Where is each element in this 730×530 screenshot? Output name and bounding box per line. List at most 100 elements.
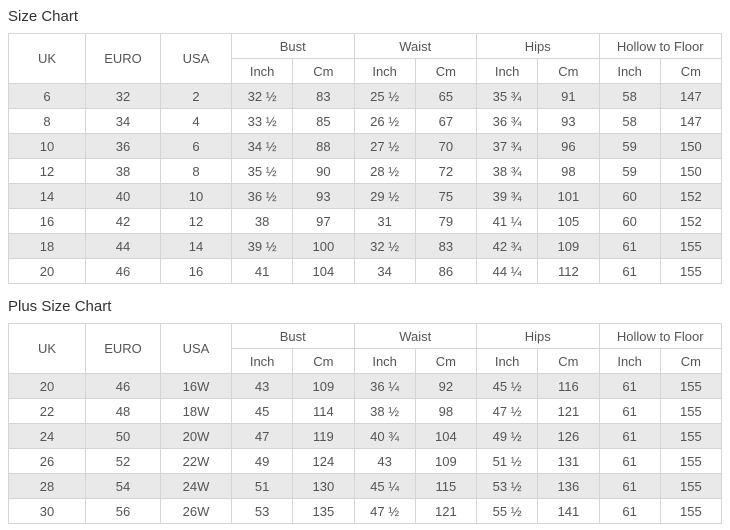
table-cell: 61 [598,258,661,284]
unit-header-inch: Inch [230,348,294,374]
table-cell: 152 [659,183,723,209]
unit-header-inch: Inch [353,58,416,84]
table-cell: 115 [414,473,478,499]
table-cell: 88 [292,133,355,159]
unit-header-row: Inch Cm Inch Cm Inch Cm Inch Cm [9,58,723,84]
table-cell: 92 [414,373,478,399]
table-cell: 16 [8,208,86,234]
table-cell: 39 ½ [230,233,294,259]
table-cell: 136 [537,473,600,499]
table-cell: 155 [659,233,723,259]
table-cell: 47 ½ [475,398,539,424]
table-cell: 6 [8,83,86,109]
unit-header-inch: Inch [598,58,661,84]
table-cell: 152 [659,208,723,234]
table-cell: 45 ½ [475,373,539,399]
table-cell: 155 [659,373,723,399]
group-header-row: UK EURO USA Bust Waist Hips Hollow to Floor [8,33,722,84]
table-cell: 79 [414,208,478,234]
size-chart-table: UK EURO USA Bust Waist Hips Hollow to Floor Inc… [8,33,723,284]
table-cell: 16W [160,373,232,399]
table-cell: 25 ½ [353,83,416,109]
table-cell: 12 [160,208,232,234]
table-cell: 41 ¼ [475,208,539,234]
table-cell: 147 [659,108,723,134]
table-cell: 58 [598,108,661,134]
column-header-bust: Bust [231,33,355,59]
table-cell: 18W [160,398,232,424]
table-cell: 44 ¼ [475,258,539,284]
table-cell: 90 [292,158,355,184]
table-cell: 28 [8,473,86,499]
column-header-usa: USA [160,33,232,84]
table-cell: 104 [292,258,355,284]
table-cell: 65 [414,83,478,109]
table-cell: 114 [292,398,355,424]
table-cell: 105 [537,208,600,234]
table-cell: 49 [230,448,294,474]
unit-header-cm: Cm [414,348,478,374]
table-cell: 72 [414,158,478,184]
table-cell: 61 [598,498,661,524]
table-cell: 91 [537,83,600,109]
table-cell: 51 ½ [475,448,539,474]
table-cell: 27 ½ [353,133,416,159]
table-cell: 155 [659,498,723,524]
table-cell: 38 [230,208,294,234]
table-cell: 61 [598,233,661,259]
table-cell: 56 [85,498,161,524]
unit-header-inch: Inch [598,348,661,374]
table-cell: 141 [537,498,600,524]
table-cell: 112 [537,258,600,284]
table-cell: 43 [230,373,294,399]
table-cell: 75 [414,183,478,209]
table-cell: 85 [292,108,355,134]
column-header-uk: UK [8,323,86,374]
table-cell: 61 [598,373,661,399]
table-row: 8 34 4 33 ½ 85 26 ½ 67 36 ¾ 93 58 147 [8,108,723,134]
table-cell: 124 [292,448,355,474]
table-cell: 8 [160,158,232,184]
table-cell: 59 [598,133,661,159]
table-cell: 93 [537,108,600,134]
table-cell: 109 [414,448,478,474]
column-header-hollow-to-floor: Hollow to Floor [598,323,722,349]
table-cell: 47 ½ [353,498,416,524]
table-cell: 93 [292,183,355,209]
table-cell: 97 [292,208,355,234]
table-cell: 18 [8,233,86,259]
table-row: 6 32 2 32 ½ 83 25 ½ 65 35 ¾ 91 58 147 [8,83,723,109]
table-cell: 14 [160,233,232,259]
column-header-usa: USA [160,323,232,374]
table-cell: 42 ¾ [475,233,539,259]
table-row: 12 38 8 35 ½ 90 28 ½ 72 38 ¾ 98 59 150 [8,158,723,184]
table-cell: 98 [537,158,600,184]
table-cell: 10 [160,183,232,209]
table-cell: 61 [598,423,661,449]
unit-header-cm: Cm [659,348,723,374]
table-cell: 16 [160,258,232,284]
table-cell: 96 [537,133,600,159]
column-header-hips: Hips [476,33,600,59]
table-cell: 37 ¾ [475,133,539,159]
table-row: 16 42 12 38 97 31 79 41 ¼ 105 60 152 [8,208,723,234]
table-cell: 101 [537,183,600,209]
table-cell: 48 [85,398,161,424]
table-cell: 6 [160,133,232,159]
table-cell: 38 [85,158,161,184]
table-cell: 59 [598,158,661,184]
group-header-row: UK EURO USA Bust Waist Hips Hollow to Floor [8,323,722,374]
table-cell: 10 [8,133,86,159]
table-cell: 49 ½ [475,423,539,449]
table-cell: 41 [230,258,294,284]
table-cell: 116 [537,373,600,399]
table-cell: 70 [414,133,478,159]
table-row: 14 40 10 36 ½ 93 29 ½ 75 39 ¾ 101 60 152 [8,183,723,209]
table-cell: 20W [160,423,232,449]
table-cell: 22W [160,448,232,474]
unit-header-inch: Inch [230,58,294,84]
table-cell: 43 [353,448,416,474]
table-cell: 20 [8,373,86,399]
unit-header-cm: Cm [414,58,478,84]
plus-size-chart-title: Plus Size Chart [8,298,112,315]
